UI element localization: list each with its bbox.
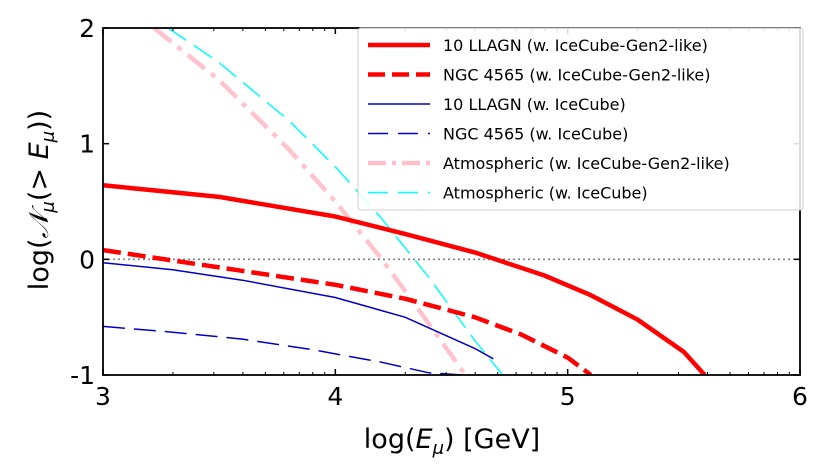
x-axis-label: log(Eμ) [GeV] [364, 424, 540, 459]
legend-label-4: NGC 4565 (w. IceCube) [443, 125, 628, 144]
y-tick-label: -1 [70, 361, 95, 390]
x-tick-label: 5 [560, 382, 576, 411]
legend-label-1: 10 LLAGN (w. IceCube-Gen2-like) [443, 36, 708, 55]
legend-label-3: 10 LLAGN (w. IceCube) [443, 95, 626, 114]
series-line-5 [152, 28, 468, 375]
y-axis-label: log(𝒩μ(> Eμ)) [24, 110, 59, 290]
y-tick-label: 0 [79, 245, 95, 274]
legend-label-2: NGC 4565 (w. IceCube-Gen2-like) [443, 66, 711, 85]
x-tick-label: 3 [95, 382, 111, 411]
series-line-2 [103, 247, 593, 375]
y-tick-label: 2 [79, 14, 95, 43]
legend-box [357, 27, 804, 211]
x-tick-label: 6 [792, 382, 808, 411]
series-line-3 [103, 262, 494, 360]
x-tick-label: 4 [327, 382, 343, 411]
series-line-4 [103, 325, 464, 375]
ticks-layer: 3 4 5 6 -1 0 1 2 [70, 14, 808, 411]
series-layer [103, 28, 707, 375]
legend: 10 LLAGN (w. IceCube-Gen2-like) NGC 4565 … [357, 27, 804, 211]
series-line-1 [103, 183, 707, 375]
y-tick-label: 1 [79, 130, 95, 159]
legend-label-6: Atmospheric (w. IceCube) [443, 184, 648, 203]
legend-label-5: Atmospheric (w. IceCube-Gen2-like) [443, 154, 730, 173]
